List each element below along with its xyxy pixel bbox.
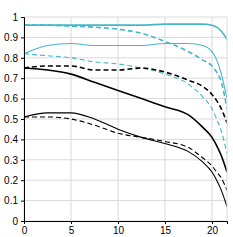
tick: 0 [22, 221, 28, 236]
tick-mark [21, 139, 24, 140]
tick: 0.2 [4, 175, 24, 186]
tick: 20 [207, 221, 219, 236]
tick-label: 5 [69, 225, 75, 236]
tick-label: 0.9 [4, 32, 18, 43]
tick-label: 0.4 [4, 134, 18, 145]
plot: 0 5 10 15 20 0 0.1 0.2 0.3 0.4 0.5 0.6 0.7 0.8 0.9 1 [4, 12, 227, 236]
tick-label: 20 [207, 225, 219, 236]
tick: 0.1 [4, 195, 24, 206]
tick-label: 0.1 [4, 195, 18, 206]
grid-line [24, 57, 227, 58]
tick-mark [21, 180, 24, 181]
tick: 0.6 [4, 93, 24, 104]
tick: 0 [12, 216, 24, 227]
tick-label: 0.3 [4, 155, 18, 166]
tick: 5 [69, 221, 75, 236]
tick-mark [165, 221, 166, 224]
tick-mark [118, 221, 119, 224]
tick-label: 15 [160, 225, 172, 236]
y-axis: 0 0.1 0.2 0.3 0.4 0.5 0.6 0.7 0.8 0.9 1 [4, 12, 24, 227]
tick: 10 [113, 221, 125, 236]
grid-line [24, 119, 227, 120]
tick-label: 0.2 [4, 175, 18, 186]
tick-mark [21, 160, 24, 161]
tick: 0.5 [4, 114, 24, 125]
tick-mark [21, 221, 24, 222]
tick-label: 0.8 [4, 53, 18, 64]
tick-label: 0 [22, 225, 28, 236]
tick: 0.9 [4, 32, 24, 43]
chart: 0 5 10 15 20 0 0.1 0.2 0.3 0.4 0.5 0.6 0.7 0.8 0.9 1 [0, 0, 233, 237]
tick-label: 0.6 [4, 93, 18, 104]
tick-label: 10 [113, 225, 125, 236]
grid-line [24, 159, 227, 160]
series-line [24, 25, 227, 109]
axis-line [21, 18, 25, 222]
tick-label: 0.5 [4, 114, 18, 125]
series-line [24, 66, 227, 123]
lines [24, 24, 227, 207]
axis-line [25, 222, 228, 225]
frame [227, 17, 228, 221]
tick-label: 0 [12, 216, 18, 227]
grid-line [24, 17, 227, 18]
grid-line [24, 37, 227, 38]
tick-mark [21, 119, 24, 120]
grid-line [24, 200, 227, 201]
series-line [24, 117, 227, 190]
tick-mark [21, 99, 24, 100]
grid [24, 17, 227, 221]
tick-mark [71, 221, 72, 224]
tick: 1 [12, 12, 24, 23]
tick-mark [212, 221, 213, 224]
tick: 0.3 [4, 155, 24, 166]
tick: 0.8 [4, 53, 24, 64]
series-line [24, 54, 227, 154]
tick-mark [21, 201, 24, 202]
tick: 15 [160, 221, 172, 236]
grid-line [24, 139, 227, 140]
grid-line [24, 180, 227, 181]
tick: 0.4 [4, 134, 24, 145]
grid-line [24, 98, 227, 99]
tick-mark [21, 37, 24, 38]
tick-label: 1 [12, 12, 18, 23]
tick-label: 0.7 [4, 73, 18, 84]
grid-line [24, 78, 227, 79]
tick-mark [21, 17, 24, 18]
tick-mark [21, 58, 24, 59]
series-line [24, 24, 227, 39]
series-line [24, 113, 227, 207]
tick-mark [21, 78, 24, 79]
x-axis: 0 5 10 15 20 [22, 221, 228, 236]
tick: 0.7 [4, 73, 24, 84]
